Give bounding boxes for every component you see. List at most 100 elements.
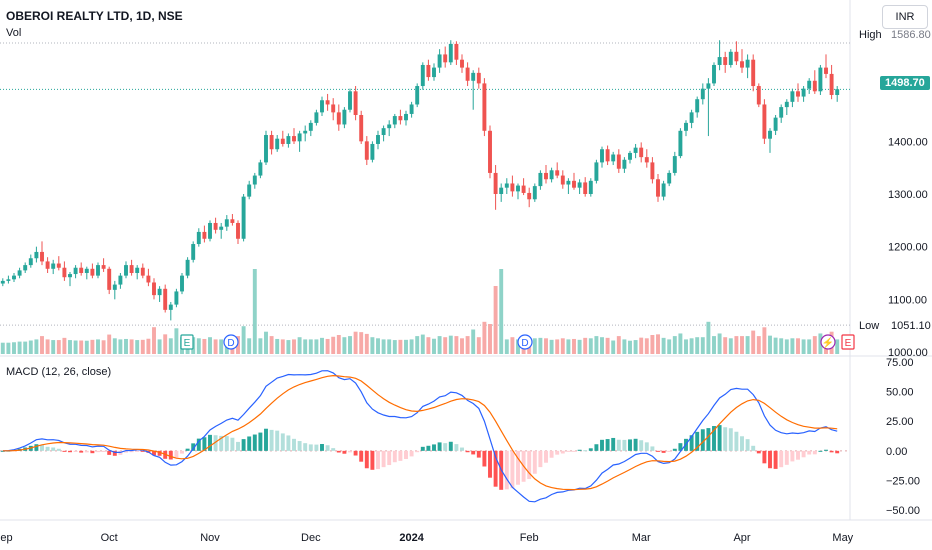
macd-histogram-bar: [717, 425, 722, 451]
candle-body: [34, 251, 39, 259]
volume-bar: [684, 339, 688, 354]
macd-histogram-bar: [824, 449, 828, 451]
candle-body: [6, 279, 11, 281]
volume-bar: [129, 339, 134, 354]
candle-body: [180, 275, 184, 292]
candle-body: [174, 291, 179, 305]
macd-histogram-bar: [202, 437, 207, 451]
candle-body: [695, 99, 700, 113]
currency-button[interactable]: INR: [882, 5, 928, 29]
candle-body: [342, 109, 347, 125]
candle-body: [611, 154, 616, 162]
macd-histogram-bar: [829, 450, 834, 453]
macd-histogram-bar: [493, 450, 498, 487]
candle-body: [549, 170, 554, 180]
candle-body: [376, 135, 380, 144]
macd-tick-label: 25.00: [886, 416, 914, 428]
event-marker: [223, 334, 239, 350]
candle-body: [241, 196, 246, 239]
volume-bar: [409, 339, 414, 354]
volume-bar: [723, 337, 728, 354]
macd-histogram-bar: [180, 450, 184, 454]
volume-bar: [588, 338, 593, 354]
volume-bar: [768, 335, 772, 354]
macd-histogram-bar: [437, 442, 442, 451]
candle-body: [499, 187, 504, 194]
volume-bar: [404, 339, 408, 354]
candle-body: [224, 219, 229, 227]
volume-bar: [577, 339, 582, 354]
candle-body: [605, 149, 610, 162]
candle-body: [140, 267, 145, 276]
candle-body: [73, 267, 78, 275]
volume-bar: [504, 339, 509, 354]
macd-histogram-bar: [600, 439, 604, 451]
macd-histogram-bar: [818, 450, 823, 452]
macd-histogram-bar: [84, 450, 89, 453]
candle-body: [717, 57, 722, 65]
macd-histogram-bar: [258, 432, 263, 451]
macd-tick-label: −25.00: [886, 475, 920, 487]
macd-histogram-bar: [504, 450, 509, 490]
candle-body: [387, 124, 392, 129]
candle-body: [516, 185, 520, 192]
volume-bar: [835, 339, 840, 354]
candle-body: [835, 89, 840, 95]
candle-body: [0, 280, 5, 284]
candle-body: [325, 100, 330, 105]
candle-body: [420, 64, 425, 87]
candle-body: [163, 288, 168, 310]
macd-histogram-bar: [415, 450, 420, 453]
time-tick-label: Mar: [632, 532, 651, 544]
candle-body: [269, 135, 274, 150]
macd-histogram-bar: [644, 442, 649, 451]
volume-bar: [28, 340, 33, 354]
price-tick-label: 1200.00: [888, 242, 928, 254]
volume-bar: [812, 336, 817, 354]
macd-histogram-bar: [45, 446, 50, 451]
high-label: High: [859, 29, 882, 41]
macd-tick-label: 75.00: [886, 357, 914, 369]
volume-bar: [353, 331, 358, 354]
macd-histogram-bar: [224, 436, 229, 451]
macd-histogram-bar: [51, 447, 56, 451]
macd-histogram-bar: [566, 450, 571, 452]
macd-histogram-bar: [236, 441, 240, 451]
candle-body: [471, 72, 476, 81]
macd-histogram-bar: [639, 440, 644, 451]
macd-histogram-bar: [275, 430, 280, 451]
macd-histogram-bar: [616, 439, 621, 451]
event-marker-label: D: [227, 338, 234, 349]
volume-bar: [807, 339, 812, 354]
volume-bar: [633, 340, 638, 354]
volume-bar: [695, 337, 700, 354]
macd-histogram-bar: [762, 450, 767, 464]
candle-body: [656, 179, 660, 197]
macd-histogram-bar: [292, 438, 296, 451]
macd-histogram-bar: [432, 444, 436, 451]
macd-histogram-bar: [381, 450, 386, 468]
macd-histogram-bar: [745, 439, 750, 451]
candle-body: [208, 222, 212, 239]
volume-bar: [560, 338, 565, 354]
macd-histogram-bar: [577, 449, 582, 451]
chart-title: OBEROI REALTY LTD, 1D, NSE: [6, 9, 183, 23]
candle-body: [527, 192, 532, 200]
macd-histogram-bar: [404, 450, 408, 459]
macd-histogram-bar: [185, 448, 190, 451]
candle-body: [773, 117, 778, 131]
candle-body: [572, 180, 576, 188]
volume-bar: [818, 333, 823, 354]
volume-bar: [656, 334, 660, 354]
candle-body: [12, 275, 16, 280]
candle-body: [650, 162, 655, 180]
candle-body: [633, 147, 638, 153]
time-tick-label: Feb: [520, 532, 539, 544]
volume-bar: [348, 336, 352, 354]
volume-bar: [471, 329, 476, 354]
volume-bar: [381, 339, 386, 354]
macd-histogram-bar: [303, 443, 308, 451]
candle-body: [454, 43, 459, 60]
volume-bar: [163, 334, 168, 354]
